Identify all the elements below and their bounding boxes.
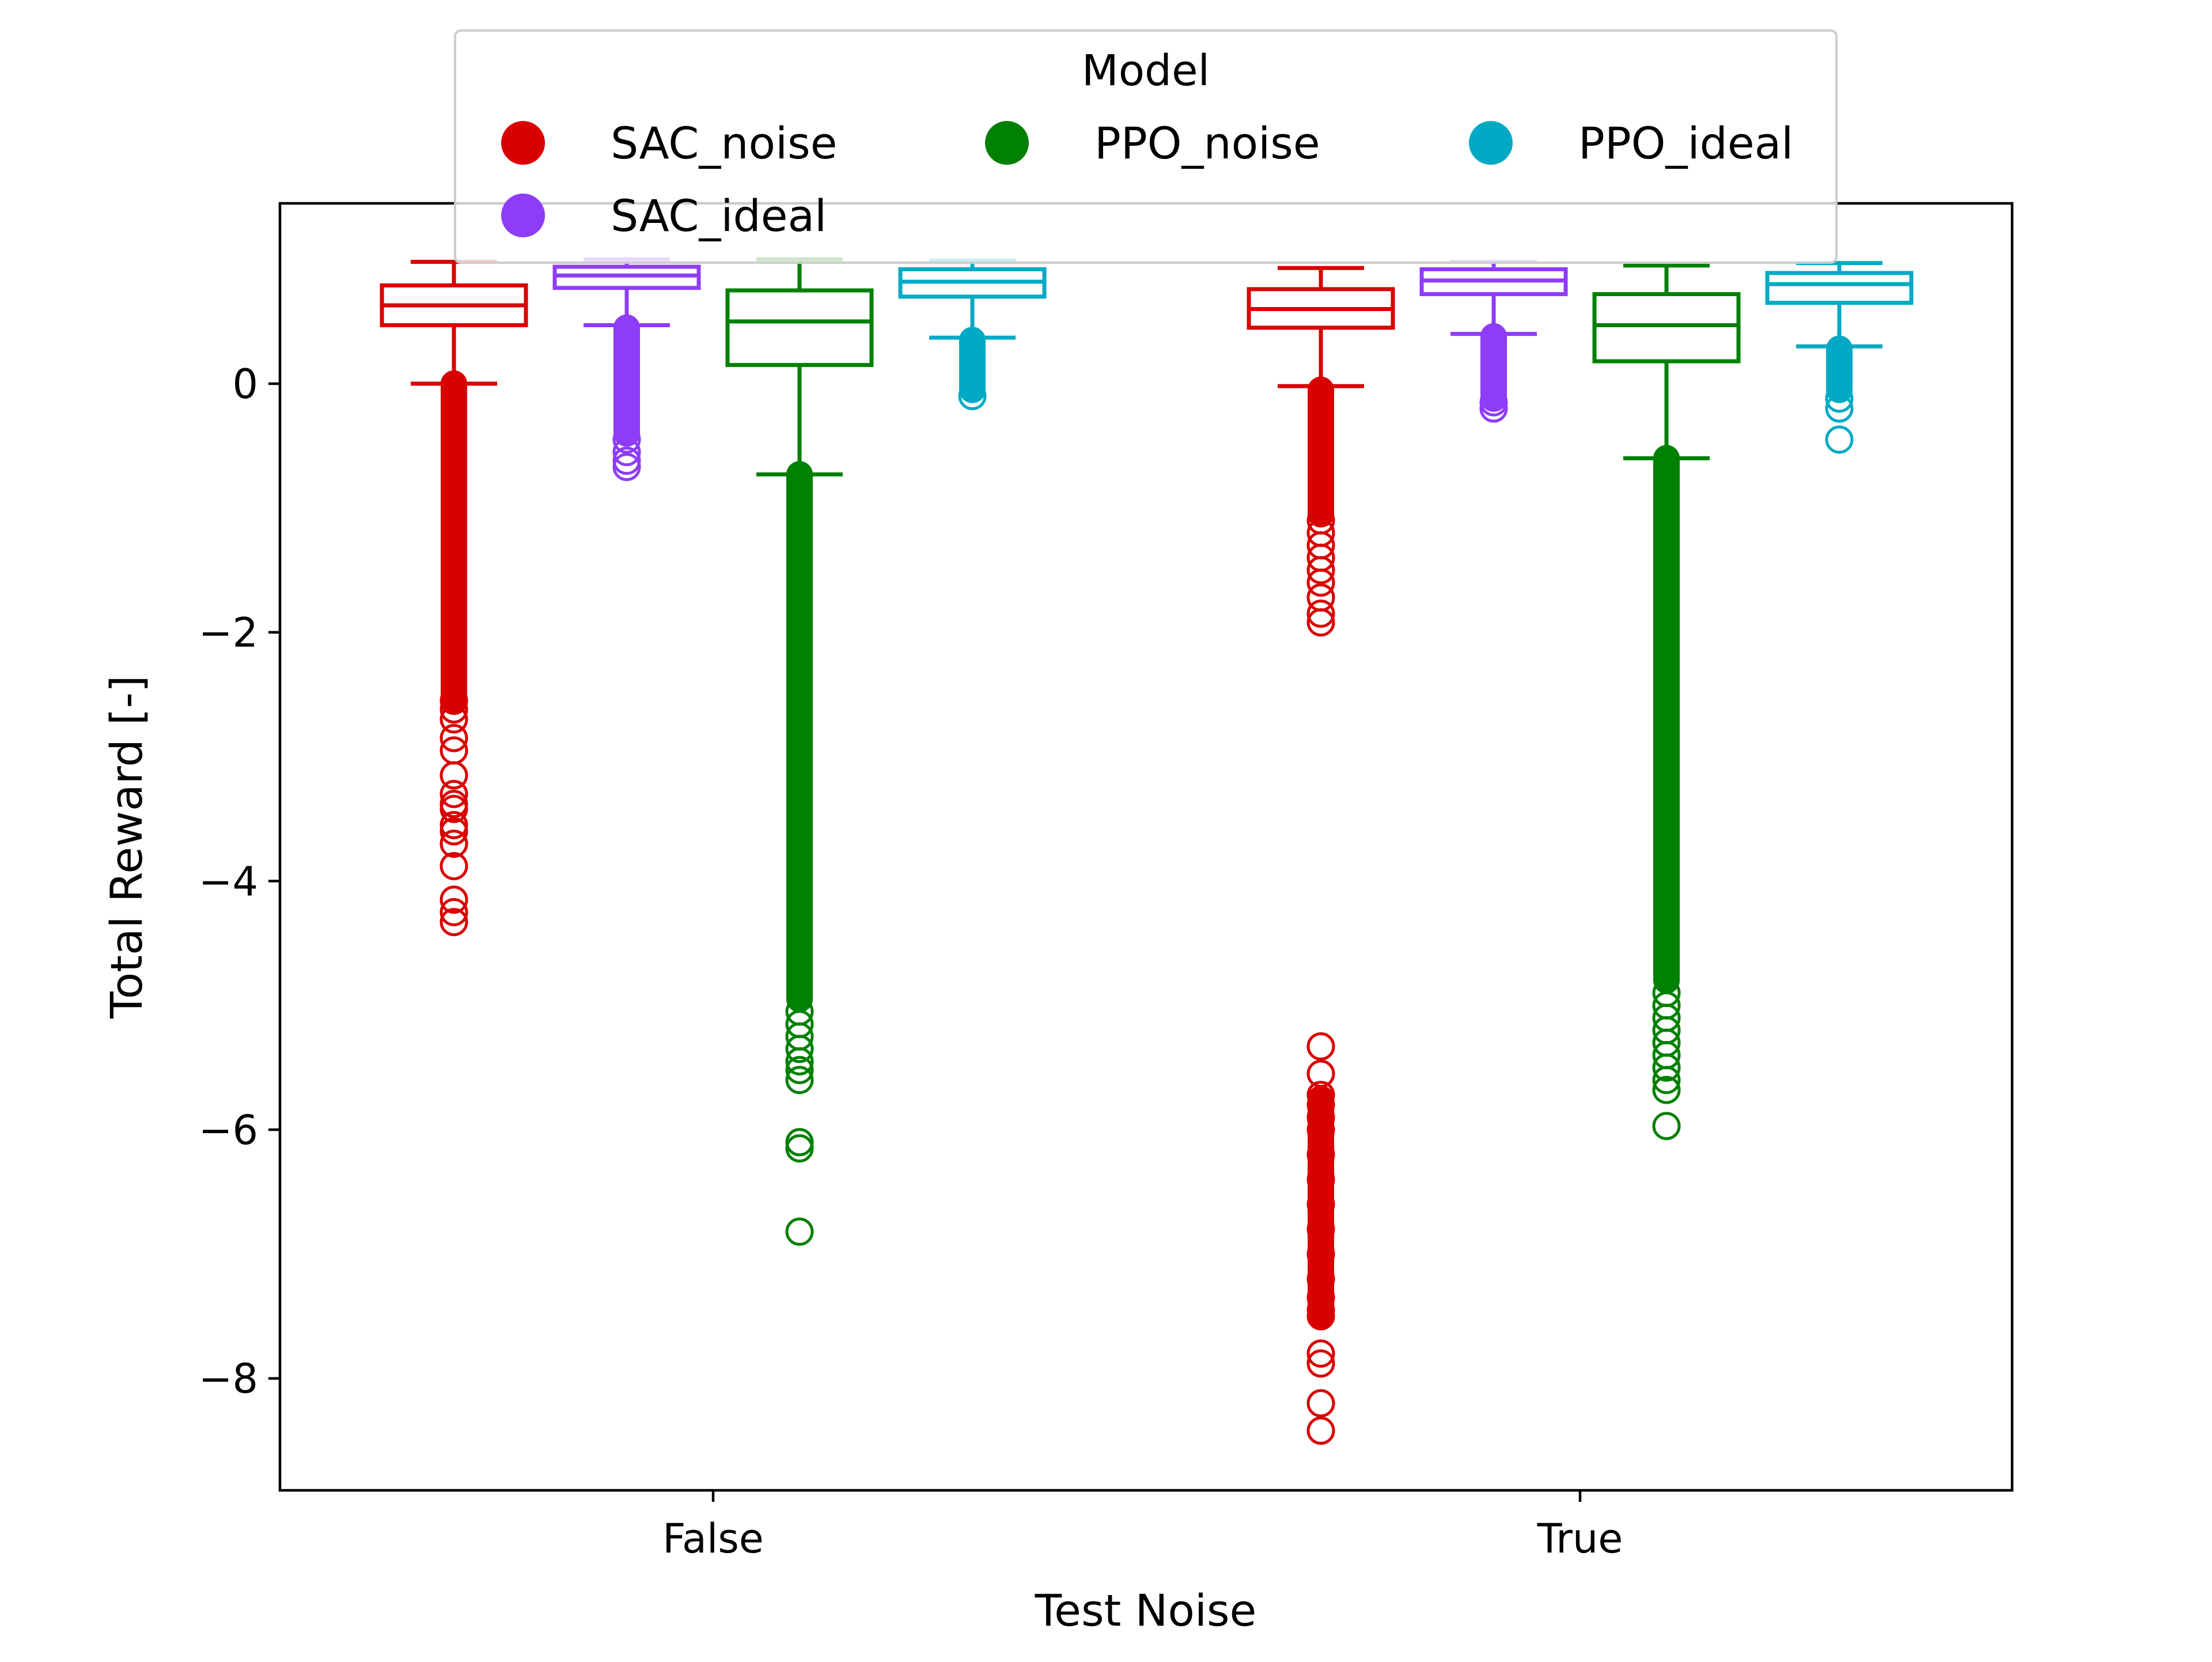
legend-marker [501, 194, 545, 237]
flier-point [1652, 1112, 1681, 1141]
box-SAC_noise-True [1247, 266, 1395, 1445]
flier-band [1653, 445, 1680, 994]
flier-point [440, 761, 468, 790]
flier-point [785, 1047, 814, 1076]
flier-point [1825, 425, 1854, 454]
legend-item-PPO_ideal: PPO_ideal [1469, 118, 1793, 169]
flier-point [1825, 394, 1854, 423]
flier-point [440, 908, 468, 937]
flier-point [1306, 1103, 1335, 1131]
x-axis-title: Test Noise [1035, 1585, 1257, 1636]
flier-point [1652, 1053, 1681, 1082]
box-iqr [1765, 271, 1914, 305]
y-tick-label: 0 [232, 361, 258, 408]
box-SAC_noise-False [380, 259, 528, 937]
flier-point [1652, 1076, 1681, 1104]
x-tick-label: False [662, 1515, 764, 1562]
flier-point [1306, 1302, 1335, 1331]
axes: 0 −2 −4 −6 −8 False True [199, 361, 1623, 1562]
flier-band [786, 461, 813, 1013]
plot-marks [380, 257, 1914, 1445]
flier-point [440, 686, 468, 715]
box-PPO_noise-True [1592, 263, 1741, 1141]
legend-marker [501, 121, 545, 165]
flier-point [612, 446, 641, 475]
legend-label: SAC_ideal [611, 190, 827, 241]
flier-point [1306, 1416, 1335, 1445]
flier-point [440, 705, 468, 734]
flier-point [440, 885, 468, 914]
y-tick-label: −2 [199, 609, 258, 657]
flier-point [1306, 599, 1335, 628]
legend-label: PPO_ideal [1578, 118, 1793, 169]
legend-item-SAC_noise: SAC_noise [501, 118, 838, 169]
flier-point [612, 425, 641, 454]
flier-point [958, 382, 987, 411]
legend-item-SAC_ideal: SAC_ideal [501, 190, 827, 241]
flier-point [612, 453, 641, 482]
flier-point [1652, 1066, 1681, 1095]
y-axis-title: Total Reward [-] [101, 675, 152, 1019]
flier-point [785, 1128, 814, 1157]
flier-point [785, 1134, 814, 1163]
flier-point [1306, 1032, 1335, 1061]
flier-point [785, 1217, 814, 1246]
flier-point [1479, 394, 1508, 423]
flier-point [1306, 1283, 1335, 1312]
flier-point [440, 898, 468, 926]
box-PPO_ideal-False [898, 258, 1047, 411]
legend-label: SAC_noise [611, 118, 838, 169]
legend-label: PPO_noise [1094, 118, 1320, 169]
flier-point [1306, 1081, 1335, 1110]
flier-point [1306, 1339, 1335, 1368]
flier-point [785, 1066, 814, 1095]
flier-point [1306, 1389, 1335, 1418]
flier-point [1306, 1349, 1335, 1378]
flier-point [440, 811, 468, 839]
flier-point [1825, 384, 1854, 413]
box-iqr [725, 288, 874, 368]
box-SAC_ideal-True [1419, 259, 1568, 423]
y-tick-label: −6 [199, 1107, 258, 1154]
box-iqr [1592, 292, 1741, 364]
legend: Model SAC_noise PPO_noise PPO_ideal SAC_ide… [454, 29, 1838, 264]
flier-point [1306, 608, 1335, 637]
flier-band [1308, 376, 1334, 528]
y-tick-label: −4 [199, 858, 258, 905]
flier-point [1306, 568, 1335, 597]
x-tick-label: True [1537, 1515, 1623, 1562]
flier-point [440, 794, 468, 823]
flier-point [1306, 1296, 1335, 1324]
flier-point [440, 817, 468, 846]
flier-point [440, 851, 468, 880]
legend-box [454, 29, 1838, 264]
flier-point [440, 695, 468, 724]
y-tick-label: −8 [199, 1356, 258, 1403]
box-PPO_ideal-True [1765, 261, 1914, 454]
flier-band [441, 370, 467, 714]
flier-point [1479, 388, 1508, 417]
flier-point [440, 724, 468, 752]
flier-point [785, 1055, 814, 1084]
flier-point [440, 830, 468, 858]
legend-title: Model [1082, 46, 1210, 96]
legend-marker [985, 121, 1029, 165]
flier-point [1306, 1265, 1335, 1293]
legend-marker [1469, 121, 1513, 165]
flier-point [1306, 556, 1335, 585]
flier-point [1306, 1059, 1335, 1088]
legend-item-PPO_noise: PPO_noise [985, 118, 1320, 169]
flier-point [785, 1035, 814, 1063]
flier-point [440, 779, 468, 808]
flier-point [612, 438, 641, 467]
